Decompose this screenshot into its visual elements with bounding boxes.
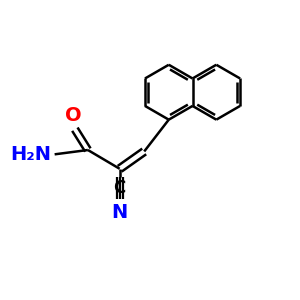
Text: O: O (65, 106, 82, 125)
Text: H₂N: H₂N (11, 145, 52, 164)
Text: C: C (113, 179, 126, 197)
Text: N: N (112, 202, 128, 222)
